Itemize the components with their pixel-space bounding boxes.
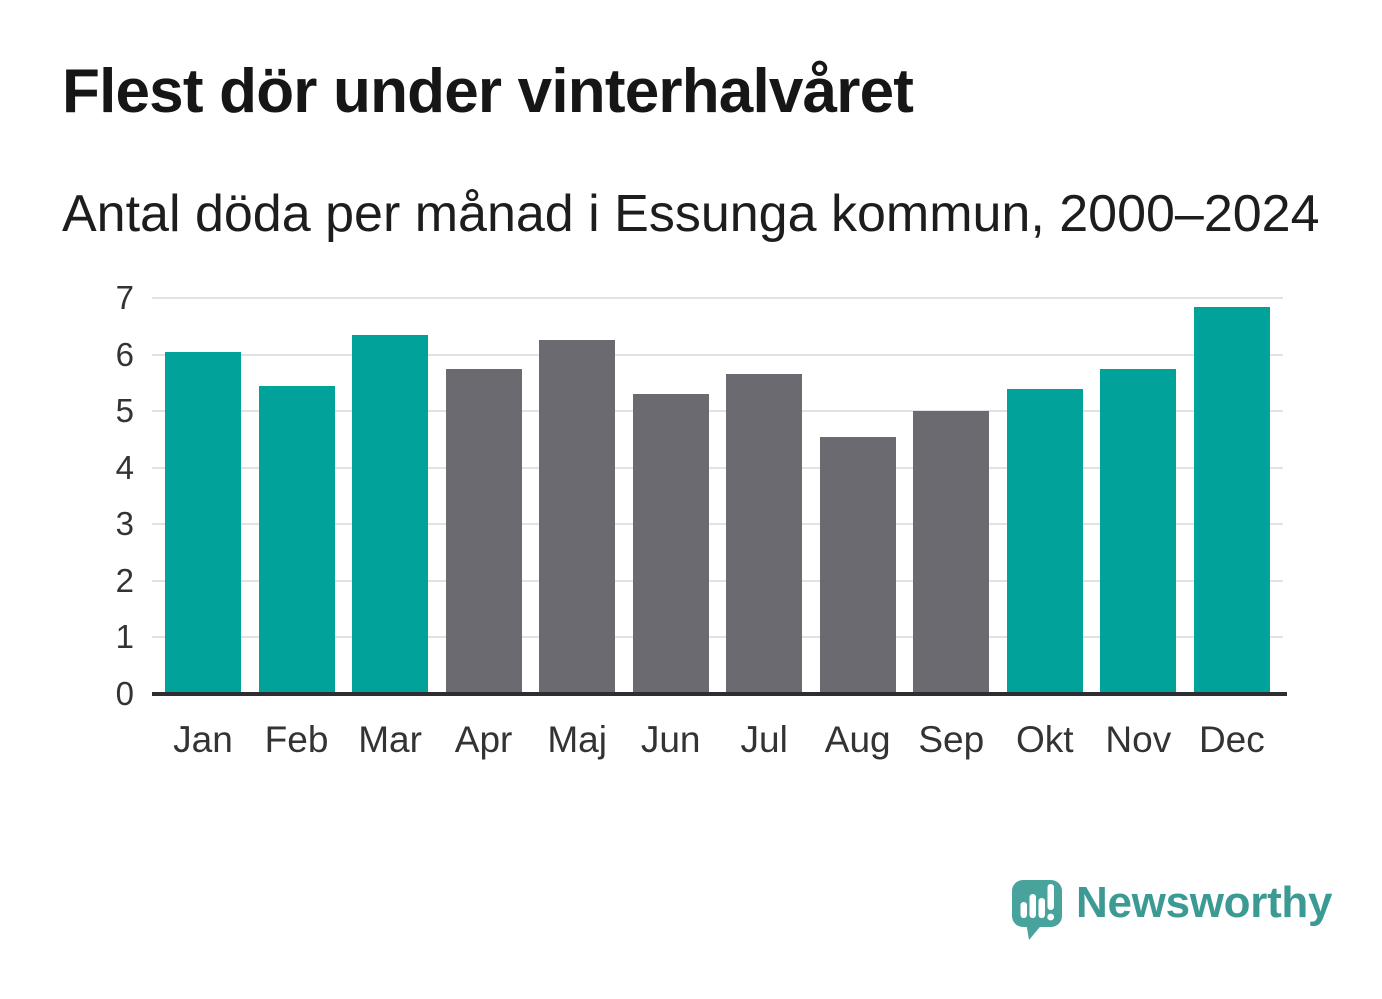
gridline-5 [152, 410, 1283, 413]
x-tick-label-aug: Aug [824, 719, 891, 760]
newsworthy-speech-bubble-bar-chart-icon [1012, 880, 1062, 940]
gridline-2 [152, 579, 1283, 582]
bar-aug [819, 436, 896, 694]
y-tick-label-0: 0 [115, 675, 134, 712]
bar-nov [1100, 368, 1177, 694]
bar-dec [1193, 306, 1270, 694]
bar-jun [632, 394, 709, 694]
newsworthy-wordmark: Newsworthy [1076, 878, 1333, 927]
bar-series [152, 298, 1283, 694]
x-tick-label-jul: Jul [740, 719, 788, 760]
y-tick-label-3: 3 [115, 505, 134, 543]
gridline-3 [152, 523, 1283, 526]
bar-maj [539, 340, 616, 694]
y-tick-label-1: 1 [115, 618, 134, 656]
x-tick-label-apr: Apr [454, 719, 513, 760]
bar-jan [165, 351, 241, 694]
y-tick-label-7: 7 [115, 279, 134, 316]
y-tick-label-2: 2 [115, 561, 134, 599]
y-tick-label-4: 4 [115, 448, 134, 486]
x-tick-label-mar: Mar [358, 719, 422, 760]
x-axis-labels: Jan Feb Mar Apr Maj Jun Jul Aug Sep Okt Nov Dec [152, 718, 1283, 762]
y-tick-label-5: 5 [115, 392, 134, 430]
x-tick-label-dec: Dec [1198, 719, 1265, 760]
bar-sep [913, 411, 990, 694]
bar-apr [445, 368, 522, 694]
y-tick-label-6: 6 [115, 335, 134, 373]
gridline-4 [152, 466, 1283, 469]
bar-chart-plot-area: 0 1 2 3 4 5 6 7 [116, 281, 1287, 711]
chart-title: Flest dör under vinterhalvåret [62, 57, 914, 126]
x-tick-label-maj: Maj [547, 719, 607, 760]
bar-mar [352, 334, 429, 694]
newsworthy-logo: Newsworthy [1012, 878, 1333, 944]
x-tick-label-jun: Jun [640, 719, 701, 760]
chart-subtitle: Antal döda per månad i Essunga kommun, 2… [62, 185, 1320, 243]
gridline-1 [152, 636, 1283, 639]
x-tick-label-okt: Okt [1016, 719, 1074, 760]
x-tick-label-jan: Jan [173, 719, 233, 760]
bar-feb [258, 385, 335, 694]
gridline-7 [152, 297, 1283, 299]
y-axis-labels: 0 1 2 3 4 5 6 7 [86, 281, 142, 711]
bar-okt [1006, 388, 1083, 694]
x-tick-label-feb: Feb [264, 719, 329, 760]
gridline-6 [152, 353, 1283, 356]
x-tick-label-sep: Sep [918, 719, 985, 760]
x-axis-line [152, 692, 1287, 696]
x-tick-label-nov: Nov [1105, 719, 1172, 760]
bar-jul [726, 374, 803, 694]
